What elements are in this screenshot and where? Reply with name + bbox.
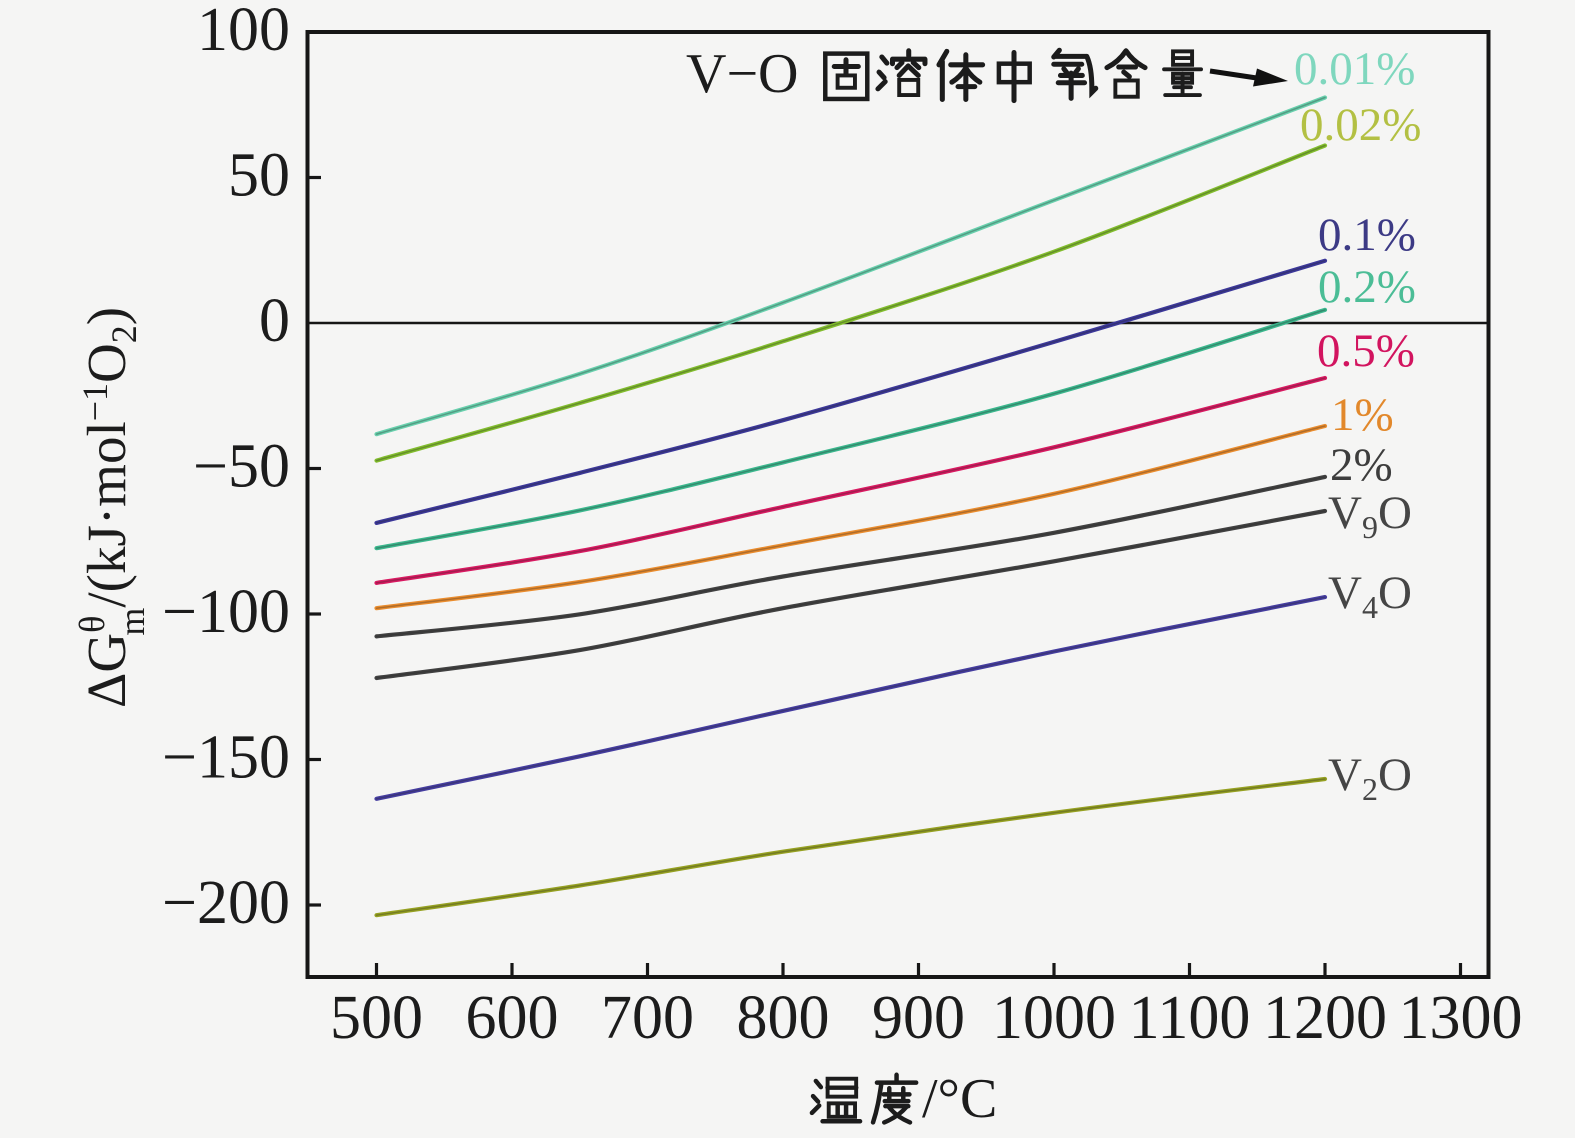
svg-text:100: 100	[197, 0, 290, 64]
svg-text:−50: −50	[193, 433, 290, 501]
svg-text:0.2%: 0.2%	[1318, 261, 1416, 313]
svg-text:V−O: V−O	[686, 43, 798, 105]
svg-text:0.02%: 0.02%	[1300, 99, 1421, 151]
svg-text:/°C: /°C	[922, 1068, 997, 1130]
svg-text:−150: −150	[162, 724, 290, 792]
svg-text:600: 600	[466, 984, 559, 1052]
svg-text:2%: 2%	[1330, 439, 1393, 491]
svg-text:50: 50	[228, 142, 290, 210]
svg-text:V4O: V4O	[1328, 567, 1412, 625]
svg-text:700: 700	[601, 984, 694, 1052]
svg-text:0.1%: 0.1%	[1318, 209, 1416, 261]
svg-text:−100: −100	[162, 578, 290, 646]
svg-text:ΔGθm/(kJ·mol−1O2): ΔGθm/(kJ·mol−1O2)	[72, 307, 152, 708]
svg-text:1%: 1%	[1331, 389, 1394, 441]
svg-text:900: 900	[872, 984, 965, 1052]
svg-text:0: 0	[259, 287, 290, 355]
svg-text:1100: 1100	[1129, 984, 1251, 1052]
svg-text:0.01%: 0.01%	[1294, 43, 1415, 95]
svg-text:500: 500	[330, 984, 423, 1052]
svg-text:V2O: V2O	[1328, 749, 1412, 807]
svg-text:1200: 1200	[1263, 984, 1387, 1052]
svg-text:0.5%: 0.5%	[1317, 325, 1415, 377]
svg-text:−200: −200	[162, 869, 290, 937]
svg-text:1000: 1000	[992, 984, 1116, 1052]
svg-text:800: 800	[737, 984, 830, 1052]
svg-text:V9O: V9O	[1328, 487, 1412, 545]
svg-text:1300: 1300	[1399, 984, 1523, 1052]
